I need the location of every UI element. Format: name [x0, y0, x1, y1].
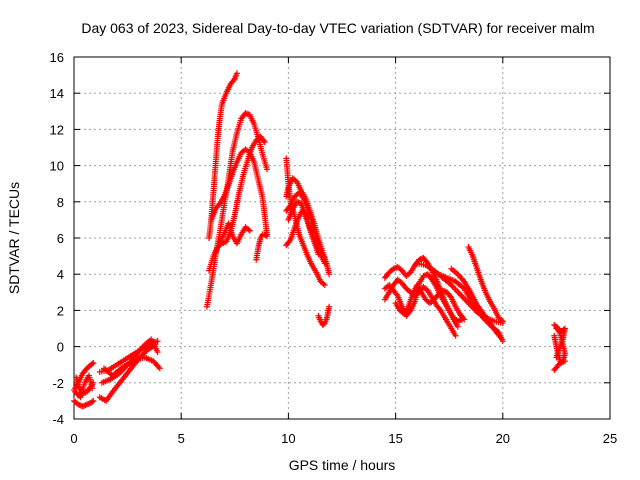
data-point: [73, 390, 80, 397]
y-tick-label: -4: [52, 412, 64, 427]
x-tick-label: 15: [388, 431, 402, 446]
data-point: [454, 323, 461, 330]
data-point: [230, 77, 237, 84]
data-point: [90, 397, 97, 404]
x-tick-label: 20: [496, 431, 510, 446]
data-point: [436, 306, 443, 313]
chart-title: Day 063 of 2023, Sidereal Day-to-day VTE…: [81, 20, 594, 36]
data-point: [315, 251, 322, 258]
x-tick-label: 25: [603, 431, 617, 446]
data-point: [299, 193, 306, 200]
data-point: [427, 275, 434, 282]
data-point: [499, 338, 506, 345]
data-point: [89, 398, 96, 405]
y-tick-label: -2: [52, 376, 64, 391]
data-point: [89, 385, 96, 392]
data-point: [74, 391, 81, 398]
data-point: [286, 238, 293, 245]
y-tick-label: 6: [57, 231, 64, 246]
data-point: [326, 303, 333, 310]
data-point: [260, 137, 267, 144]
x-tick-label: 0: [70, 431, 77, 446]
data-point: [246, 227, 253, 234]
x-tick-label: 10: [281, 431, 295, 446]
data-point: [326, 271, 333, 278]
y-tick-label: 2: [57, 303, 64, 318]
data-point: [154, 349, 161, 356]
y-tick-label: 8: [57, 195, 64, 210]
data-point: [393, 291, 400, 298]
data-point: [497, 334, 504, 341]
data-point: [452, 332, 459, 339]
data-points: [71, 70, 568, 410]
y-tick-label: 10: [50, 159, 64, 174]
data-point: [496, 333, 503, 340]
data-point: [72, 388, 79, 395]
x-axis-label: GPS time / hours: [289, 457, 396, 473]
y-tick-label: 0: [57, 340, 64, 355]
data-point: [262, 232, 269, 239]
data-point: [447, 293, 454, 300]
data-point: [499, 318, 506, 325]
data-point: [321, 282, 328, 289]
axis-ticks: 0 5 10 15 20 25 -4 -2 0 2 4 6 8 10 12 14 16: [50, 50, 618, 446]
data-point: [461, 316, 468, 323]
x-tick-label: 5: [178, 431, 185, 446]
y-axis-label: SDTVAR / TECUs: [6, 182, 22, 294]
data-point: [553, 354, 560, 361]
data-point: [423, 258, 430, 265]
data-point: [460, 315, 467, 322]
data-point: [90, 359, 97, 366]
y-tick-label: 12: [50, 122, 64, 137]
data-point: [552, 365, 559, 372]
data-point: [154, 338, 161, 345]
data-point: [263, 233, 270, 240]
data-point: [261, 139, 268, 146]
y-tick-label: 14: [50, 86, 64, 101]
data-point: [156, 365, 163, 372]
data-point: [215, 201, 222, 208]
data-point: [321, 260, 328, 267]
data-point: [89, 360, 96, 367]
y-tick-label: 16: [50, 50, 64, 65]
data-point: [233, 70, 240, 77]
grid-lines: [74, 57, 610, 419]
data-point: [263, 166, 270, 173]
data-point: [551, 367, 558, 374]
y-tick-label: 4: [57, 267, 64, 282]
data-point: [561, 358, 568, 365]
